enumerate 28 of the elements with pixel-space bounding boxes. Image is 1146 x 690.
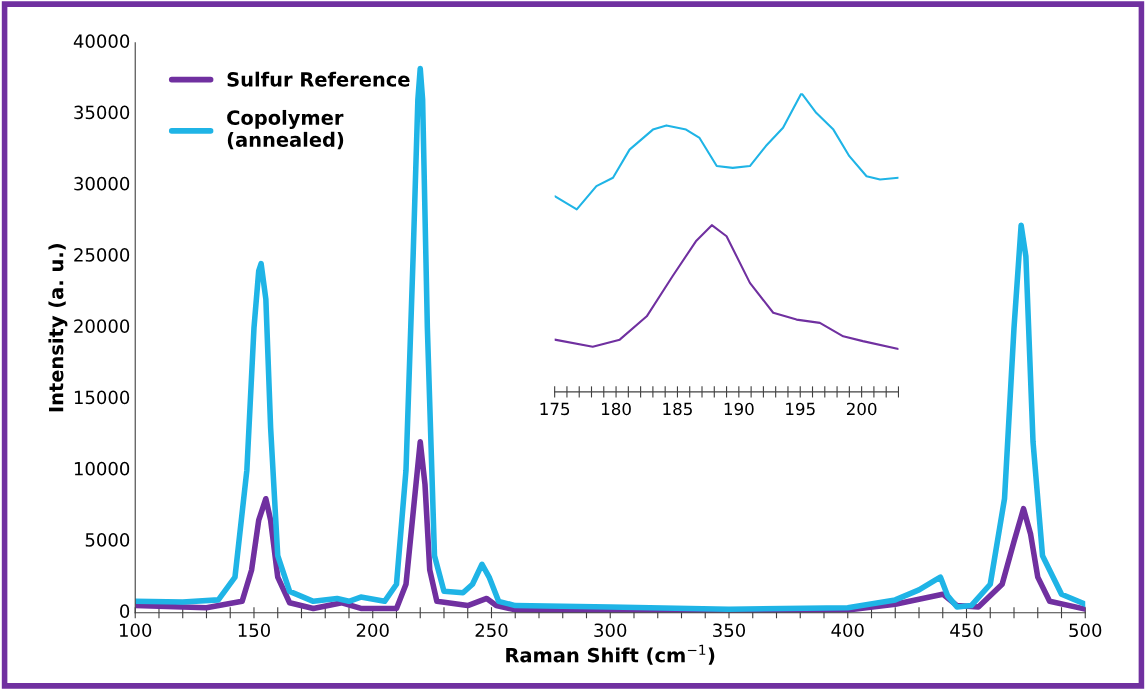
- y-tick-label: 10000: [74, 461, 130, 476]
- x-axis-title: Raman Shift (cm$^{−1}$): [506, 644, 715, 665]
- x-tick-label: 500: [1069, 623, 1102, 638]
- legend-label: Copolymer (annealed): [227, 109, 344, 150]
- x-tick-label: 400: [831, 623, 864, 638]
- y-axis-title: Intensity (a. u.): [48, 244, 68, 412]
- x-tick-label: 250: [475, 623, 508, 638]
- y-tick-label: 30000: [74, 176, 130, 191]
- x-tick-label: 175: [540, 402, 570, 416]
- x-tick-label: 200: [846, 402, 877, 416]
- x-tick-label: 180: [601, 402, 631, 416]
- x-tick-label: 185: [663, 402, 692, 416]
- x-tick-label: 195: [786, 402, 815, 416]
- x-tick-label: 450: [950, 623, 983, 638]
- y-tick-label: 0: [120, 604, 130, 618]
- y-tick-label: 40000: [73, 34, 130, 49]
- y-tick-label: 15000: [74, 390, 130, 405]
- y-tick-label: 20000: [74, 319, 130, 333]
- x-tick-label: 350: [713, 623, 746, 638]
- y-tick-label: 5000: [85, 533, 130, 547]
- x-tick-label: 200: [356, 623, 389, 638]
- x-tick-label: 100: [119, 623, 152, 638]
- y-tick-label: 35000: [74, 105, 130, 120]
- x-tick-label: 300: [594, 623, 627, 638]
- x-tick-label: 190: [724, 402, 754, 416]
- x-tick-label: 150: [238, 623, 271, 638]
- legend-label: Sulfur Reference: [227, 71, 410, 87]
- y-tick-label: 25000: [74, 248, 130, 262]
